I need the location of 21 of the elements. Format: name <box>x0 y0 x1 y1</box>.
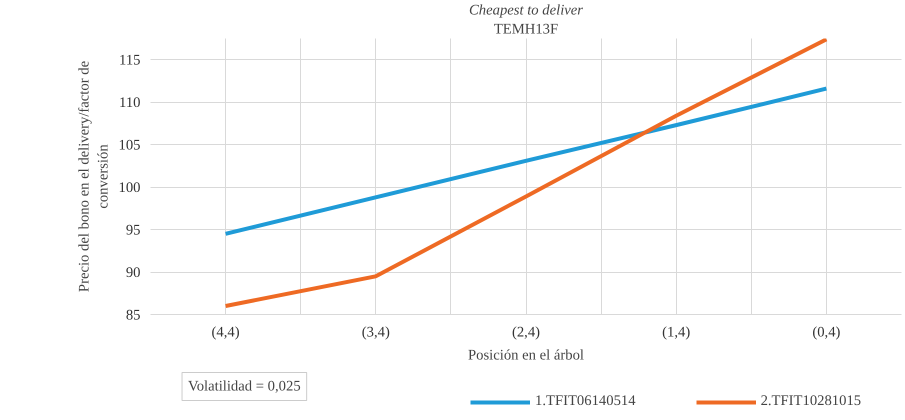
x-tick-label: (3,4) <box>362 324 390 340</box>
y-tick-label: 115 <box>119 52 141 69</box>
y-tick-label: 85 <box>126 308 140 324</box>
y-tick-label: 90 <box>126 265 140 282</box>
chart-title: Cheapest to deliver <box>469 2 584 18</box>
y-tick-label: 100 <box>118 180 140 196</box>
line-series <box>224 86 828 236</box>
x-tick-label: (1,4) <box>662 324 690 340</box>
y-tick-label: 95 <box>126 222 140 239</box>
y-tick-label: 110 <box>119 95 141 112</box>
y-tick-label: 105 <box>118 138 140 154</box>
chart-subtitle: TEMH13F <box>494 22 558 38</box>
x-axis-title: Posición en el árbol <box>468 348 584 364</box>
x-tick-label: (4,4) <box>212 324 240 340</box>
x-tick-label: (2,4) <box>512 324 540 340</box>
legend-label: 1.TFIT06140514 <box>535 393 636 410</box>
text: Volatilidad = 0,025 <box>188 378 301 394</box>
legend-label: 2.TFIT10281015 <box>760 393 862 410</box>
line-series <box>224 38 828 308</box>
y-axis-title: Precio del bono en el delivery/factor de conversión <box>76 60 112 292</box>
x-tick-label: (0,4) <box>812 324 841 340</box>
